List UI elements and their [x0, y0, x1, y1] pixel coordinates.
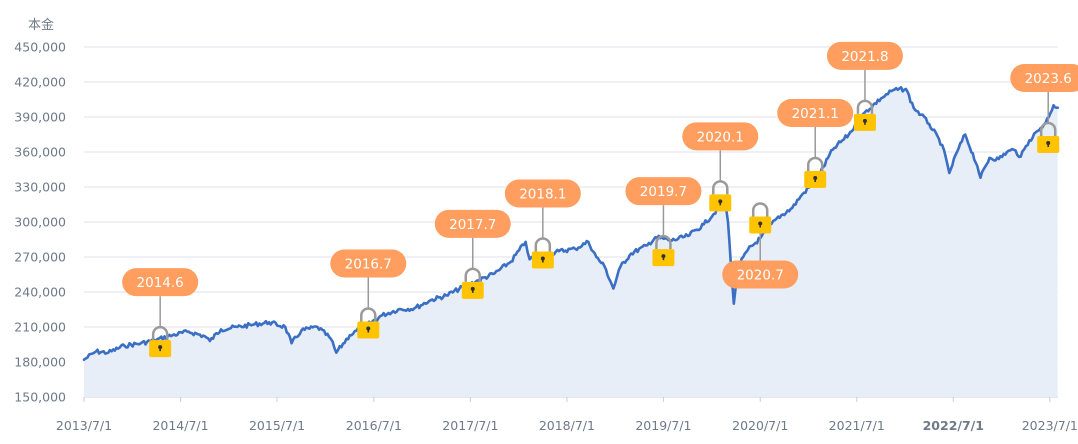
- annotation-label: 2021.1: [792, 106, 839, 122]
- x-tick-label: 2014/7/1: [152, 418, 208, 433]
- y-tick-label: 180,000: [14, 355, 66, 370]
- x-tick-label: 2020/7/1: [732, 418, 788, 433]
- annotation-2020-1: 2020.1: [682, 122, 759, 212]
- keyhole-slot: [662, 256, 665, 261]
- keyhole-slot: [471, 288, 474, 293]
- annotation-label: 2023.6: [1025, 71, 1072, 87]
- y-tick-label: 330,000: [14, 180, 66, 195]
- lock-shackle: [655, 234, 672, 250]
- milestone-annotations: 2014.6 2016.7 2017.7 2018.1 2019.7 2020.1 2020…: [122, 41, 1078, 358]
- x-tick-label: 2013/7/1: [56, 418, 112, 433]
- annotation-label: 2020.7: [737, 268, 784, 284]
- lock-shackle: [712, 180, 729, 195]
- y-axis-label: 本金: [28, 17, 54, 33]
- annotation-2016-7: 2016.7: [330, 249, 407, 339]
- x-tick-label: 2018/7/1: [539, 418, 595, 433]
- keyhole-slot: [814, 178, 817, 182]
- x-tick-label: 2021/7/1: [829, 418, 885, 433]
- annotation-label: 2016.7: [345, 257, 392, 273]
- y-tick-label: 150,000: [14, 390, 66, 405]
- annotation-2021-8: 2021.8: [826, 41, 903, 131]
- annotation-2017-7: 2017.7: [434, 209, 511, 299]
- y-tick-label: 360,000: [14, 145, 66, 160]
- lock-shackle: [1039, 121, 1057, 136]
- lock-shackle: [464, 267, 482, 282]
- label-pill: [722, 260, 799, 289]
- keyhole-slot: [1047, 143, 1050, 147]
- label-pill: [1010, 64, 1078, 92]
- y-tick-label: 300,000: [14, 215, 66, 230]
- keyhole-slot: [367, 328, 370, 333]
- annotation-2014-6: 2014.6: [122, 268, 199, 358]
- keyhole-slot: [159, 347, 161, 352]
- x-tick-label: 2017/7/1: [442, 418, 498, 433]
- label-pill: [504, 179, 581, 208]
- series-line: [82, 86, 1059, 361]
- annotation-label: 2017.7: [449, 217, 496, 233]
- annotation-2021-1: 2021.1: [777, 99, 854, 188]
- annotation-label: 2014.6: [137, 275, 184, 291]
- y-tick-label: 450,000: [14, 40, 66, 55]
- lock-shackle: [151, 325, 169, 341]
- x-tick-label: 2016/7/1: [346, 418, 402, 433]
- lock-shackle: [751, 202, 769, 217]
- label-pill: [330, 249, 407, 278]
- label-pill: [682, 122, 759, 151]
- x-axis-ticks: 2013/7/1 2014/7/1 2015/7/1 2016/7/1 2017/7/1…: [56, 396, 1078, 433]
- lock-shackle: [534, 237, 552, 252]
- annotation-label: 2020.1: [697, 129, 744, 145]
- annotation-label: 2019.7: [640, 184, 687, 200]
- label-pill: [434, 209, 511, 238]
- x-tick-label: 2023/7/1: [1022, 418, 1078, 433]
- annotation-2023-6: 2023.6: [1010, 64, 1078, 153]
- keyhole-slot: [542, 258, 544, 263]
- label-pill: [122, 268, 199, 297]
- x-tick-label: 2019/7/1: [635, 418, 691, 433]
- keyhole-slot: [719, 201, 722, 206]
- annotation-2018-1: 2018.1: [504, 179, 581, 269]
- annotation-2019-7: 2019.7: [625, 177, 702, 267]
- x-tick-label: 2022/7/1: [923, 418, 984, 433]
- lock-shackle: [806, 156, 824, 171]
- label-pill: [625, 177, 702, 206]
- lock-shackle: [856, 99, 874, 114]
- y-tick-label: 240,000: [14, 285, 66, 300]
- y-tick-label: 420,000: [14, 75, 66, 90]
- y-tick-label: 390,000: [14, 110, 66, 125]
- series-area-fill: [84, 87, 1058, 398]
- y-axis-ticks: 150,000 180,000 210,000 240,000 270,000 300,0…: [14, 40, 66, 405]
- annotation-label: 2018.1: [519, 187, 566, 203]
- lock-shackle: [360, 307, 377, 322]
- label-pill: [826, 41, 903, 70]
- keyhole-slot: [864, 120, 866, 125]
- y-tick-label: 270,000: [14, 250, 66, 265]
- x-tick-label: 2015/7/1: [249, 418, 305, 433]
- annotation-2020-7: 2020.7: [722, 202, 799, 289]
- y-tick-label: 210,000: [14, 320, 66, 335]
- annotation-label: 2021.8: [841, 49, 888, 65]
- keyhole-slot: [759, 223, 762, 228]
- label-pill: [777, 99, 854, 127]
